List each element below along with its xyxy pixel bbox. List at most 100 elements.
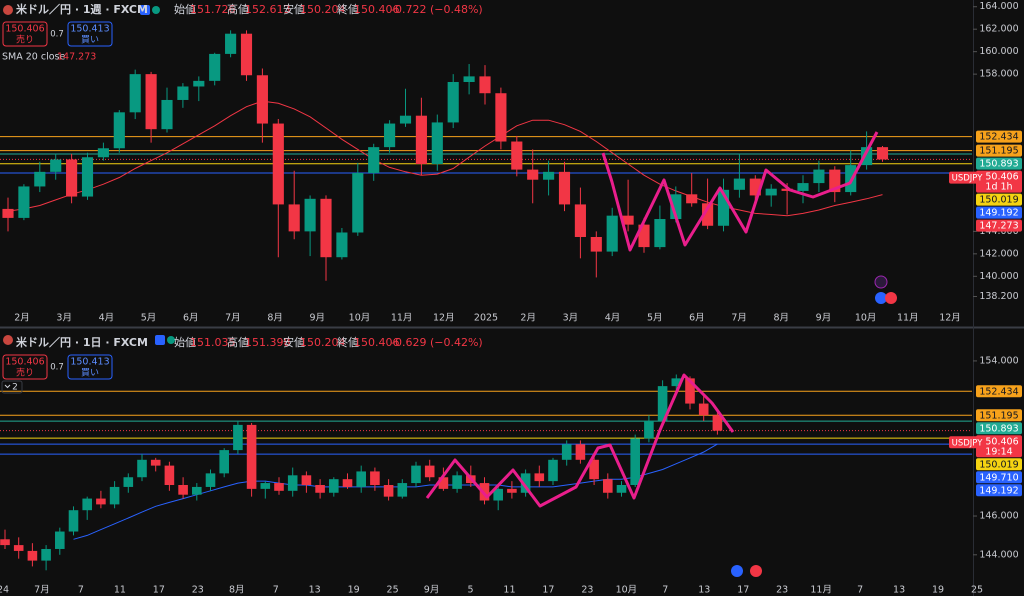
candle-body: [527, 169, 539, 180]
candle-body: [55, 531, 65, 549]
x-tick-label: 5月: [647, 313, 663, 324]
ohlc-label: 高値: [227, 2, 249, 16]
candle-body: [233, 424, 243, 451]
y-tick-label: 144.000: [979, 549, 1018, 560]
candle-body: [256, 75, 268, 124]
sell-button[interactable]: [2, 21, 48, 47]
countdown-label: 19:14: [985, 446, 1012, 457]
price-label-box: [976, 385, 1022, 398]
candle-body: [543, 171, 555, 180]
y-tick-label: 164.000: [979, 1, 1018, 12]
candle-body: [246, 424, 257, 489]
candle-body: [288, 204, 300, 232]
indicator-value: 147.273: [57, 52, 96, 63]
x-tick-label: 8月: [773, 313, 789, 324]
indicator-name: SMA 20 close: [2, 52, 65, 63]
x-tick-label: 11: [114, 585, 126, 596]
buy-button[interactable]: [67, 354, 113, 380]
buy-price: 150.413: [70, 24, 109, 35]
ohlc-label: 始値: [174, 2, 196, 16]
market-status-icon: [155, 335, 165, 345]
ohlc-value: 150.204: [300, 3, 346, 16]
candle-body: [123, 477, 134, 487]
candle-body: [733, 178, 745, 190]
price-label: 149.192: [979, 208, 1018, 219]
candle-body: [654, 219, 666, 248]
candle-body: [274, 483, 284, 491]
x-tick-label: 2025: [474, 313, 498, 324]
candle-body: [717, 189, 730, 226]
x-tick-label: 24: [0, 585, 9, 596]
candle-body: [670, 194, 682, 220]
candle-body: [161, 99, 173, 130]
x-tick-label: 17: [737, 585, 749, 596]
candle-body: [452, 475, 462, 489]
x-tick-label: 6月: [183, 313, 199, 324]
price-label-box: [976, 144, 1022, 157]
sell-label: 売り: [16, 367, 34, 379]
candle-body: [177, 86, 189, 100]
candle-body: [575, 444, 586, 460]
candle-body: [287, 475, 298, 491]
candle-body: [68, 510, 79, 532]
x-tick-label: 7: [857, 585, 863, 596]
candle-body: [671, 378, 682, 387]
ohlc-value: 150.406: [354, 3, 400, 16]
price-label: 150.406: [979, 436, 1018, 447]
x-tick-label: 4月: [605, 313, 621, 324]
buy-price: 150.413: [70, 357, 109, 368]
x-tick-label: 17: [542, 585, 554, 596]
candle-body: [240, 33, 253, 76]
candle-body: [511, 141, 523, 170]
sell-button[interactable]: [2, 354, 48, 380]
buy-button[interactable]: [67, 21, 113, 47]
x-tick-label: 7: [78, 585, 84, 596]
x-tick-label: 7: [273, 585, 279, 596]
candle-body: [301, 475, 312, 485]
candle-body: [797, 183, 809, 191]
candle-body: [644, 421, 654, 439]
x-tick-label: 13: [698, 585, 710, 596]
x-tick-label: 2月: [14, 313, 30, 324]
buy-label: 買い: [81, 368, 99, 379]
candle-body: [66, 159, 78, 197]
candle-body: [520, 473, 531, 493]
chevron: [4, 384, 11, 389]
candle-body: [209, 53, 221, 81]
candle-body: [606, 215, 618, 252]
candle-body: [315, 485, 325, 493]
price-label-box: [976, 130, 1022, 143]
countdown-label: 1d 1h: [985, 182, 1012, 193]
y-tick-label: 142.000: [979, 248, 1018, 259]
x-tick-label: 7月: [225, 313, 241, 324]
ohlc-value: 151.035: [190, 336, 236, 349]
x-tick-label: 7月: [34, 585, 50, 596]
indicator-toggle[interactable]: [1, 380, 23, 394]
candle-body: [589, 459, 599, 480]
y-tick-label: 160.000: [979, 46, 1018, 57]
event-icon: [874, 275, 888, 289]
price-label: 151.195: [979, 146, 1018, 157]
candle-body: [205, 473, 216, 487]
candle-body: [370, 471, 380, 485]
x-tick-label: 12月: [939, 313, 961, 324]
price-label: 150.893: [979, 423, 1018, 434]
candle-body: [368, 147, 380, 173]
symbol-tag: USDJPY: [952, 438, 984, 448]
candle-body: [438, 477, 449, 489]
price-label-box: [976, 157, 1022, 170]
candle-body: [81, 157, 94, 197]
price-label: 150.893: [979, 159, 1018, 170]
ohlc-label: 安値: [283, 336, 305, 349]
ohlc-label: 終値: [337, 336, 359, 349]
candle-body: [41, 548, 51, 561]
x-tick-label: 11月: [897, 313, 919, 324]
change-value: -0.722 (−0.48%): [391, 3, 483, 16]
sell-price: 150.406: [5, 357, 44, 368]
ohlc-value: 151.726: [190, 3, 236, 16]
x-tick-label: 19: [932, 585, 944, 596]
x-tick-label: 10月: [855, 313, 877, 324]
price-label-box: [976, 219, 1022, 232]
spread: 0.7: [50, 30, 64, 40]
